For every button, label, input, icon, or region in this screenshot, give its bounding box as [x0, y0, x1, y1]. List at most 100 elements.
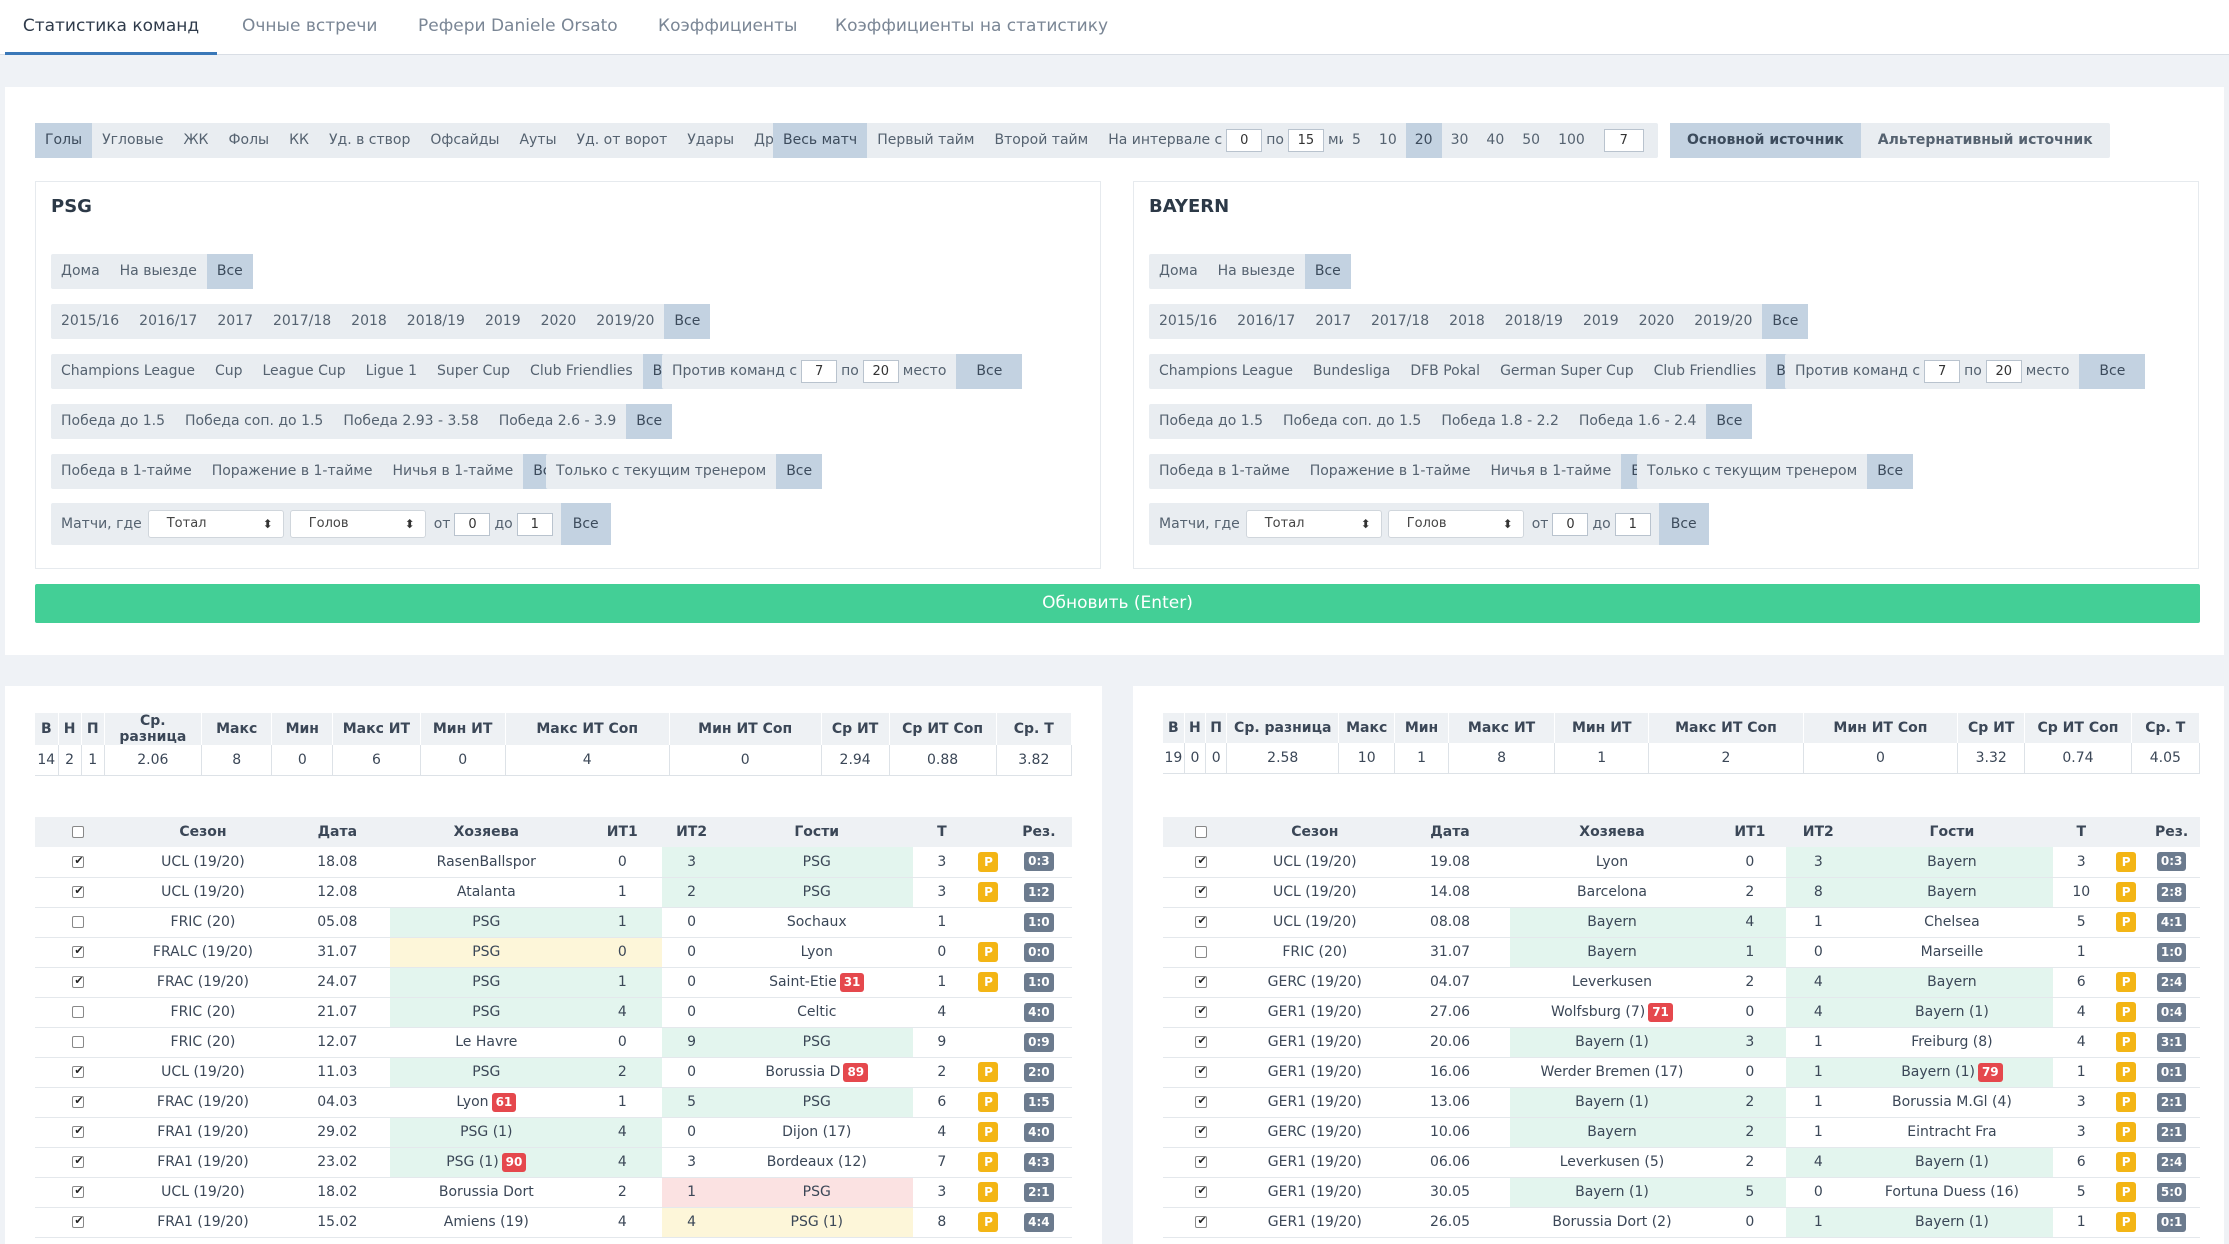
row-checkbox[interactable] [1195, 854, 1208, 868]
row-checkbox[interactable] [1195, 884, 1208, 898]
venue-filter-item[interactable]: Все [1304, 254, 1351, 289]
match-row[interactable]: GER1 (19/20)13.06 Bayern (1) 21 Borussia M.… [1163, 1087, 2200, 1118]
row-checkbox[interactable] [72, 1184, 85, 1198]
odds-filter-item[interactable]: Победа 2.93 - 3.58 [343, 413, 479, 429]
coach-filter-item[interactable]: Все [776, 454, 823, 489]
tab-odds[interactable]: Коэффициенты [658, 16, 798, 36]
row-checkbox[interactable] [1195, 1124, 1208, 1138]
season-filter-item[interactable]: 2017/18 [1370, 313, 1430, 329]
competition-filter-item[interactable]: Ligue 1 [365, 363, 418, 379]
select-all-checkbox[interactable] [72, 826, 85, 838]
odds-filter-item[interactable]: Победа до 1.5 [1159, 413, 1264, 429]
venue-filter-item[interactable]: На выезде [119, 263, 197, 279]
row-checkbox[interactable] [1195, 1184, 1208, 1198]
total-select[interactable]: Тотал [147, 510, 284, 538]
match-row[interactable]: FRIC (20) 31.07 Bayern 1 0 Marseille 1 1:0 [1163, 937, 2200, 968]
match-row[interactable]: GER1 (19/20)20.06 Bayern (1) 31 Freiburg (8… [1163, 1027, 2200, 1058]
tab-team-stats[interactable]: Статистика команд [5, 0, 217, 55]
competition-filter-item[interactable]: Cup [214, 363, 243, 379]
competition-filter-item[interactable]: League Cup [262, 363, 346, 379]
competition-filter-item[interactable]: Champions League [61, 363, 195, 379]
season-filter-item[interactable]: 2017 [217, 313, 253, 329]
tab-head-to-head[interactable]: Очные встречи [242, 16, 378, 36]
odds-filter-item[interactable]: Победа соп. до 1.5 [1283, 413, 1422, 429]
stat-type-6[interactable]: Офсайды [430, 132, 500, 148]
odds-filter-item[interactable]: Победа до 1.5 [61, 413, 166, 429]
competition-filter-item[interactable]: German Super Cup [1500, 363, 1634, 379]
match-row[interactable]: UCL (19/20)18.02 Borussia Dort 21 PSG 3P 2:1 [35, 1177, 1072, 1208]
row-checkbox[interactable] [1195, 946, 1208, 958]
coach-filter-item[interactable]: Только с текущим тренером [1647, 463, 1858, 479]
match-row[interactable]: GER1 (19/20)06.06 Leverkusen (5) 24 Bayern … [1163, 1147, 2200, 1178]
row-checkbox[interactable] [72, 974, 85, 988]
stat-type-8[interactable]: Уд. от ворот [576, 132, 668, 148]
season-filter-item[interactable]: 2018/19 [1504, 313, 1563, 329]
row-checkbox[interactable] [1195, 914, 1208, 928]
match-row[interactable]: FRIC (20) 21.07 PSG 4 0 Celtic 4 4:0 [35, 997, 1072, 1028]
row-checkbox[interactable] [1195, 1214, 1208, 1228]
row-checkbox[interactable] [72, 1214, 85, 1228]
odds-filter-item[interactable]: Победа 1.8 - 2.2 [1441, 413, 1559, 429]
matches-from-input[interactable]: 0 [454, 513, 491, 536]
coach-filter-item[interactable]: Только с текущим тренером [556, 463, 767, 479]
interval-from-input[interactable]: 0 [1226, 129, 1263, 152]
venue-filter-item[interactable]: Дома [61, 263, 100, 279]
row-checkbox[interactable] [72, 1094, 85, 1108]
half-filter-item[interactable]: Победа в 1-тайме [1159, 463, 1290, 479]
match-row[interactable]: UCL (19/20)12.08 Atalanta 12 PSG 3P 1:2 [35, 877, 1072, 908]
row-checkbox[interactable] [72, 854, 85, 868]
total-select[interactable]: Тотал [1245, 510, 1382, 538]
season-filter-item[interactable]: 2018 [351, 313, 387, 329]
competition-filter-item[interactable]: Club Friendlies [1653, 363, 1757, 379]
period-full-match[interactable]: Весь матч [773, 123, 868, 158]
match-row[interactable]: FRIC (20) 05.08 PSG 1 0 Sochaux 1 1:0 [35, 907, 1072, 938]
row-checkbox[interactable] [1195, 1004, 1208, 1018]
against-to-input[interactable]: 20 [862, 360, 899, 383]
season-filter-item[interactable]: 2015/16 [61, 313, 120, 329]
season-filter-item[interactable]: 2018/19 [406, 313, 465, 329]
goals-select[interactable]: Голов [289, 510, 426, 538]
period-first-half[interactable]: Первый тайм [877, 132, 975, 148]
season-filter-item[interactable]: Все [664, 304, 711, 339]
competition-filter-item[interactable]: Club Friendlies [530, 363, 633, 379]
half-filter-item[interactable]: Победа в 1-тайме [61, 463, 192, 479]
season-filter-item[interactable]: 2015/16 [1159, 313, 1218, 329]
season-filter-item[interactable]: 2016/17 [1237, 313, 1296, 329]
stat-type-3[interactable]: Фолы [228, 132, 270, 148]
row-checkbox[interactable] [72, 1124, 85, 1138]
odds-filter-item[interactable]: Все [1706, 404, 1753, 439]
match-row[interactable]: GERC (19/20)04.07 Leverkusen 24 Bayern 6P 2:4 [1163, 967, 2200, 998]
row-checkbox[interactable] [72, 916, 85, 928]
half-filter-item[interactable]: Ничья в 1-тайме [392, 463, 514, 479]
half-filter-item[interactable]: Поражение в 1-тайме [211, 463, 373, 479]
season-filter-item[interactable]: 2020 [540, 313, 577, 329]
season-filter-item[interactable]: 2016/17 [139, 313, 198, 329]
venue-filter-item[interactable]: Все [206, 254, 253, 289]
source-alt-button[interactable]: Альтернативный источник [1877, 132, 2093, 148]
against-all-button[interactable]: Все [2079, 354, 2146, 389]
select-all-checkbox[interactable] [1195, 826, 1208, 838]
season-filter-item[interactable]: 2019/20 [596, 313, 655, 329]
stat-type-9[interactable]: Удары [687, 132, 734, 148]
season-filter-item[interactable]: 2019 [1582, 313, 1619, 329]
matches-to-input[interactable]: 1 [516, 513, 553, 536]
period-interval[interactable]: На интервале с0по15мин. [1098, 123, 1369, 158]
match-row[interactable]: FRA1 (19/20)15.02 Amiens (19) 44 PSG (1) 8P 4… [35, 1207, 1072, 1238]
stat-type-0[interactable]: Голы [35, 123, 93, 158]
row-checkbox[interactable] [72, 1006, 85, 1018]
against-from-input[interactable]: 7 [1924, 360, 1961, 383]
season-filter-item[interactable]: 2020 [1638, 313, 1675, 329]
stat-type-1[interactable]: Угловые [102, 132, 164, 148]
competition-filter-item[interactable]: Bundesliga [1312, 363, 1391, 379]
against-to-input[interactable]: 20 [1985, 360, 2022, 383]
